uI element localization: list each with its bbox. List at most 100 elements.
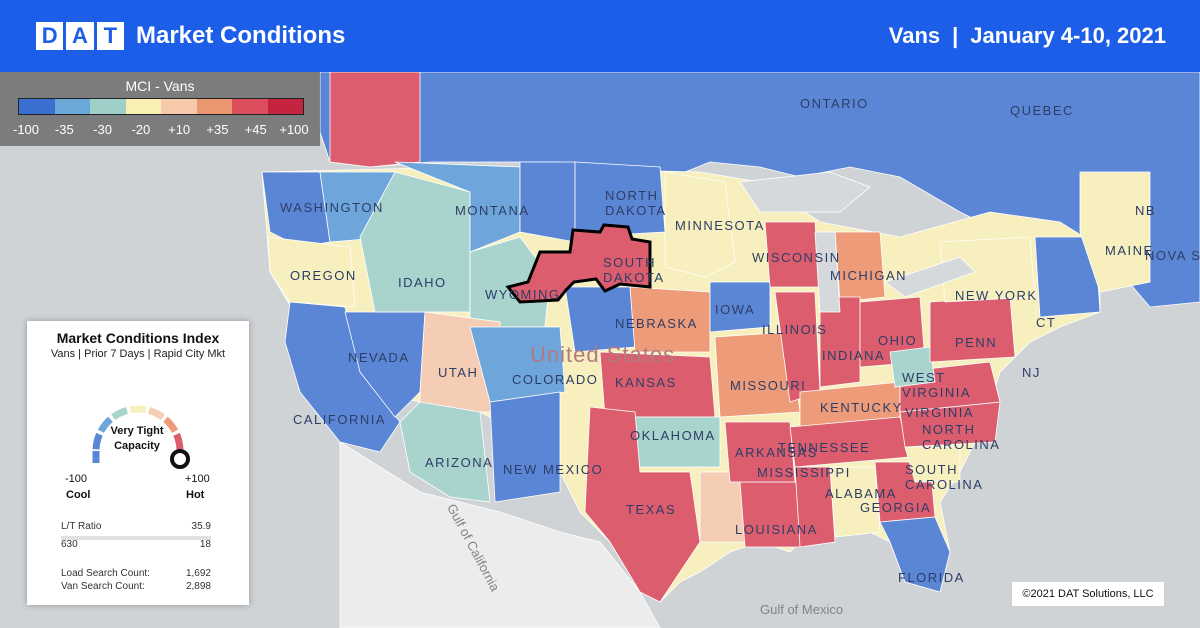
gauge-segment-neutral xyxy=(129,405,147,414)
gauge-segment-cold xyxy=(92,432,103,450)
label-arkansas: ARKANSAS xyxy=(735,445,818,460)
region-mississippi xyxy=(794,466,836,548)
legend-swatch-5 xyxy=(196,99,232,114)
header-bar: D A T Market Conditions Vans | January 4-1… xyxy=(0,0,1200,72)
region-pennsylvania xyxy=(929,296,1016,363)
canada-region xyxy=(319,72,1200,308)
label-oklahoma: OKLAHOMA xyxy=(630,428,716,443)
region-michigan xyxy=(834,231,886,303)
label-missouri: MISSOURI xyxy=(730,378,807,393)
label-quebec: QUEBEC xyxy=(1010,103,1074,118)
label-north-dakota: NORTH DAKOTA xyxy=(605,188,667,218)
region-montana xyxy=(394,161,521,253)
gauge-status-line1: Very Tight xyxy=(110,425,164,437)
gauge-segment-teal xyxy=(111,407,129,421)
label-illinois: ILLINOIS xyxy=(762,322,828,337)
region-colorado xyxy=(469,326,566,403)
legend-tick-label: -35 xyxy=(54,122,74,137)
label-pennsylvania: PENN xyxy=(955,335,998,350)
legend-tick-label: -30 xyxy=(93,122,112,137)
label-alabama: ALABAMA xyxy=(825,486,897,501)
region-indiana xyxy=(819,296,861,388)
label-ohio: OHIO xyxy=(878,333,918,348)
label-colorado: COLORADO xyxy=(512,372,599,387)
legend-swatch-7 xyxy=(267,99,303,114)
region-arkansas xyxy=(724,421,796,483)
label-louisiana: LOUISIANA xyxy=(735,522,818,537)
label-minnesota: MINNESOTA xyxy=(675,218,765,233)
label-arizona: ARIZONA xyxy=(425,455,494,470)
legend-swatch-4 xyxy=(161,99,197,114)
label-utah: UTAH xyxy=(438,365,479,380)
label-iowa: IOWA xyxy=(715,302,756,317)
label-ct: CT xyxy=(1036,315,1057,330)
label-new-york: NEW YORK xyxy=(955,288,1038,303)
card-title: Market Conditions Index xyxy=(56,330,220,346)
label-nebraska: NEBRASKA xyxy=(615,316,698,331)
legend-tick-label: -100 xyxy=(12,122,40,137)
label-nj: NJ xyxy=(1022,365,1041,380)
label-gulf-mexico: Gulf of Mexico xyxy=(760,602,844,617)
label-idaho: IDAHO xyxy=(398,275,447,290)
lt-ratio-value: 35.9 xyxy=(191,521,211,532)
region-maine xyxy=(1079,171,1151,293)
gauge-segment-hot xyxy=(173,432,184,450)
label-nova-scotia: NOVA SC xyxy=(1145,248,1200,263)
label-united-states: United States xyxy=(530,342,676,367)
label-south-carolina: SOUTH CAROLINA xyxy=(905,462,984,492)
label-oregon: OREGON xyxy=(290,268,357,283)
lake-erie-ontario xyxy=(884,256,976,298)
date-range: January 4-10, 2021 xyxy=(970,23,1166,48)
header-separator: | xyxy=(952,23,959,48)
label-indiana: INDIANA xyxy=(822,348,886,363)
legend-swatch-2 xyxy=(90,99,126,114)
label-tennessee: TENNESSEE xyxy=(778,440,871,455)
gauge-status-line2: Capacity xyxy=(114,440,160,452)
card-subtitle: Vans | Prior 7 Days | Rapid City Mkt xyxy=(50,348,226,360)
legend-tick-label: +45 xyxy=(244,122,267,137)
gauge-hot-label: Hot xyxy=(186,489,205,501)
region-louisiana xyxy=(739,481,801,548)
gauge-segment-mild xyxy=(147,407,165,421)
gauge-segment-cool xyxy=(97,416,113,434)
label-maine: MAINE xyxy=(1105,243,1154,258)
equipment-type: Vans xyxy=(888,23,941,48)
lt-trucks-value: 18 xyxy=(199,539,211,550)
legend-title: MCI - Vans xyxy=(125,78,195,94)
region-oregon xyxy=(267,236,356,308)
legend-tick-label: +10 xyxy=(168,122,191,137)
label-north-carolina: NORTH CAROLINA xyxy=(922,422,1001,452)
label-south-dakota: SOUTH DAKOTA xyxy=(603,255,665,285)
legend-tick-label: -20 xyxy=(131,122,151,137)
region-nebraska-east xyxy=(629,286,711,353)
gauge-min-label: -100 xyxy=(65,473,88,485)
label-georgia: GEORGIA xyxy=(860,500,932,515)
label-kansas: KANSAS xyxy=(615,375,677,390)
label-washington: WASHINGTON xyxy=(280,200,384,215)
lt-loads-value: 630 xyxy=(61,539,78,550)
label-kentucky: KENTUCKY xyxy=(820,400,903,415)
label-texas: TEXAS xyxy=(626,502,677,517)
label-wyoming: WYOMING xyxy=(485,287,561,302)
label-wisconsin: WISCONSIN xyxy=(752,250,841,265)
lt-ratio-bar xyxy=(61,536,211,540)
selected-market-rapid-city[interactable] xyxy=(505,223,652,304)
label-florida: FLORIDA xyxy=(898,570,965,585)
logo-letter-t: T xyxy=(96,22,124,50)
legend-tick-label: +35 xyxy=(206,122,229,137)
gauge-segment-warm xyxy=(163,416,179,434)
region-mt-east xyxy=(519,161,576,243)
load-search-row: Load Search Count: 1,692 xyxy=(61,568,211,579)
label-virginia: VIRGINIA xyxy=(905,405,975,420)
region-texas-hot xyxy=(584,406,701,603)
region-alabama xyxy=(829,466,881,538)
lt-ratio-row: L/T Ratio 35.9 xyxy=(61,521,211,532)
gauge-needle-indicator xyxy=(170,449,190,469)
copyright-notice: ©2021 DAT Solutions, LLC xyxy=(1012,582,1164,606)
market-conditions-card: Market Conditions Index Vans | Prior 7 D… xyxy=(27,321,249,605)
label-nb: NB xyxy=(1135,203,1157,218)
header-meta: Vans | January 4-10, 2021 xyxy=(889,22,1166,50)
label-ontario: ONTARIO xyxy=(800,96,869,111)
bc-hot-region xyxy=(329,72,421,168)
mexico-region xyxy=(339,441,661,628)
